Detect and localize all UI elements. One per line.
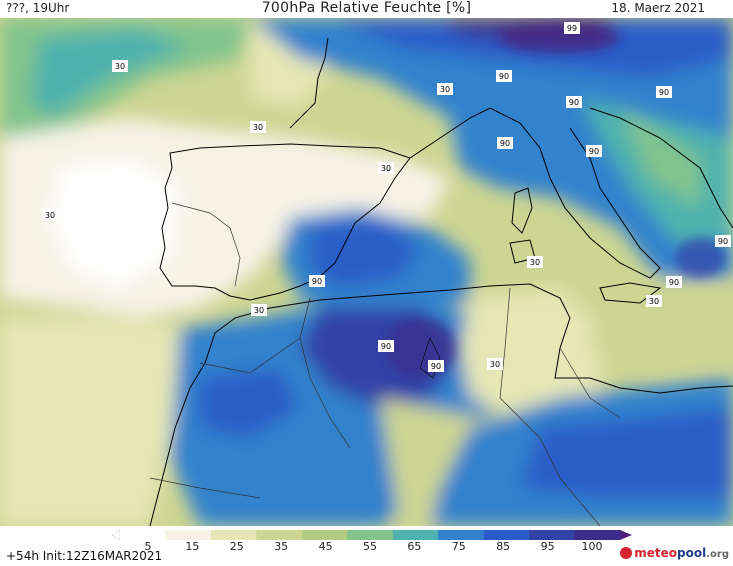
colorbar-segment (438, 530, 485, 540)
header-bar: ???, 19Uhr 700hPa Relative Feuchte [%] 1… (0, 0, 733, 18)
colorbar-tick-label: 35 (274, 540, 289, 553)
contour-label: 30 (646, 295, 662, 307)
svg-text:90: 90 (569, 98, 579, 107)
logo-text-org: .org (706, 549, 729, 560)
country-borders (149, 202, 621, 526)
humidity-field: 99 90 90 90 90 90 90 90 90 90 90 30 30 3… (0, 18, 733, 526)
contour-label: 90 (309, 275, 325, 287)
contour-label: 30 (378, 162, 394, 174)
svg-text:30: 30 (253, 123, 263, 132)
svg-text:30: 30 (490, 360, 500, 369)
colorbar-tick-label: 65 (407, 540, 422, 553)
svg-text:90: 90 (589, 147, 599, 156)
humidity-map: 99 90 90 90 90 90 90 90 90 90 90 30 30 3… (0, 18, 733, 526)
contour-label: 90 (656, 86, 672, 98)
colorbar (112, 530, 632, 540)
colorbar-tick-label: 75 (451, 540, 466, 553)
contour-label: 99 (564, 22, 580, 34)
colorbar-tick-label: 15 (185, 540, 200, 553)
valid-date-label: 18. Maerz 2021 (611, 1, 705, 15)
contour-label: 90 (715, 235, 731, 247)
svg-text:90: 90 (659, 88, 669, 97)
contour-label: 90 (496, 70, 512, 82)
logo-mark-icon (620, 547, 633, 559)
colorbar-tick-label: 85 (496, 540, 511, 553)
contour-label: 30 (251, 304, 267, 316)
footer-bar: 5 15 25 35 45 55 65 75 85 95 100 +54h Init:12Z16MA… (0, 526, 733, 566)
colorbar-segment (483, 530, 530, 540)
colorbar-segment (301, 530, 348, 540)
svg-text:90: 90 (500, 139, 510, 148)
colorbar-min-arrow (112, 530, 121, 540)
humidity-shading (0, 18, 733, 526)
svg-text:99: 99 (567, 24, 577, 33)
svg-text:30: 30 (45, 211, 55, 220)
contour-label: 30 (112, 60, 128, 72)
svg-text:90: 90 (431, 362, 441, 371)
colorbar-segment (120, 530, 166, 540)
svg-text:30: 30 (115, 62, 125, 71)
init-time-label: +54h Init:12Z16MAR2021 (6, 549, 163, 563)
colorbar-tick-label: 100 (581, 540, 603, 553)
colorbar-tick-label: 55 (363, 540, 377, 553)
svg-text:30: 30 (381, 164, 391, 173)
colorbar-tick-label: 95 (540, 540, 555, 553)
contour-labels: 99 90 90 90 90 90 90 90 90 90 90 30 30 3… (42, 22, 731, 372)
contour-label: 90 (497, 137, 513, 149)
contour-label: 90 (428, 360, 444, 372)
colorbar-max-arrow (620, 530, 632, 540)
colorbar-tick-label: 5 (144, 540, 152, 553)
svg-text:30: 30 (530, 258, 540, 267)
svg-text:90: 90 (669, 278, 679, 287)
svg-text:30: 30 (440, 85, 450, 94)
meteopool-logo: meteopool.org (620, 546, 729, 560)
humidity-detail (385, 23, 725, 378)
contour-label: 30 (437, 83, 453, 95)
svg-text:90: 90 (381, 342, 391, 351)
colorbar-segment (165, 530, 212, 540)
colorbar-segment (347, 530, 394, 540)
logo-text-meteo: meteo (634, 546, 678, 560)
forecast-time-label: ???, 19Uhr (6, 1, 70, 15)
contour-label: 90 (378, 340, 394, 352)
svg-text:90: 90 (499, 72, 509, 81)
contour-label: 30 (250, 121, 266, 133)
colorbar-segment (574, 530, 621, 540)
svg-text:90: 90 (312, 277, 322, 286)
contour-label: 30 (527, 256, 543, 268)
contour-label: 30 (42, 209, 58, 221)
colorbar-segment (256, 530, 303, 540)
svg-text:30: 30 (649, 297, 659, 306)
colorbar-tick-label: 25 (229, 540, 244, 553)
contour-label: 30 (487, 358, 503, 370)
coastlines (149, 37, 733, 526)
svg-text:90: 90 (718, 237, 728, 246)
logo-text-pool: pool (677, 546, 707, 560)
map-title: 700hPa Relative Feuchte [%] (261, 0, 472, 16)
contour-label: 90 (566, 96, 582, 108)
colorbar-segment (529, 530, 576, 540)
contour-label: 90 (666, 276, 682, 288)
colorbar-segment (392, 530, 439, 540)
colorbar-tick-label: 45 (318, 540, 333, 553)
svg-text:30: 30 (254, 306, 264, 315)
colorbar-segment (210, 530, 257, 540)
contour-label: 90 (586, 145, 602, 157)
